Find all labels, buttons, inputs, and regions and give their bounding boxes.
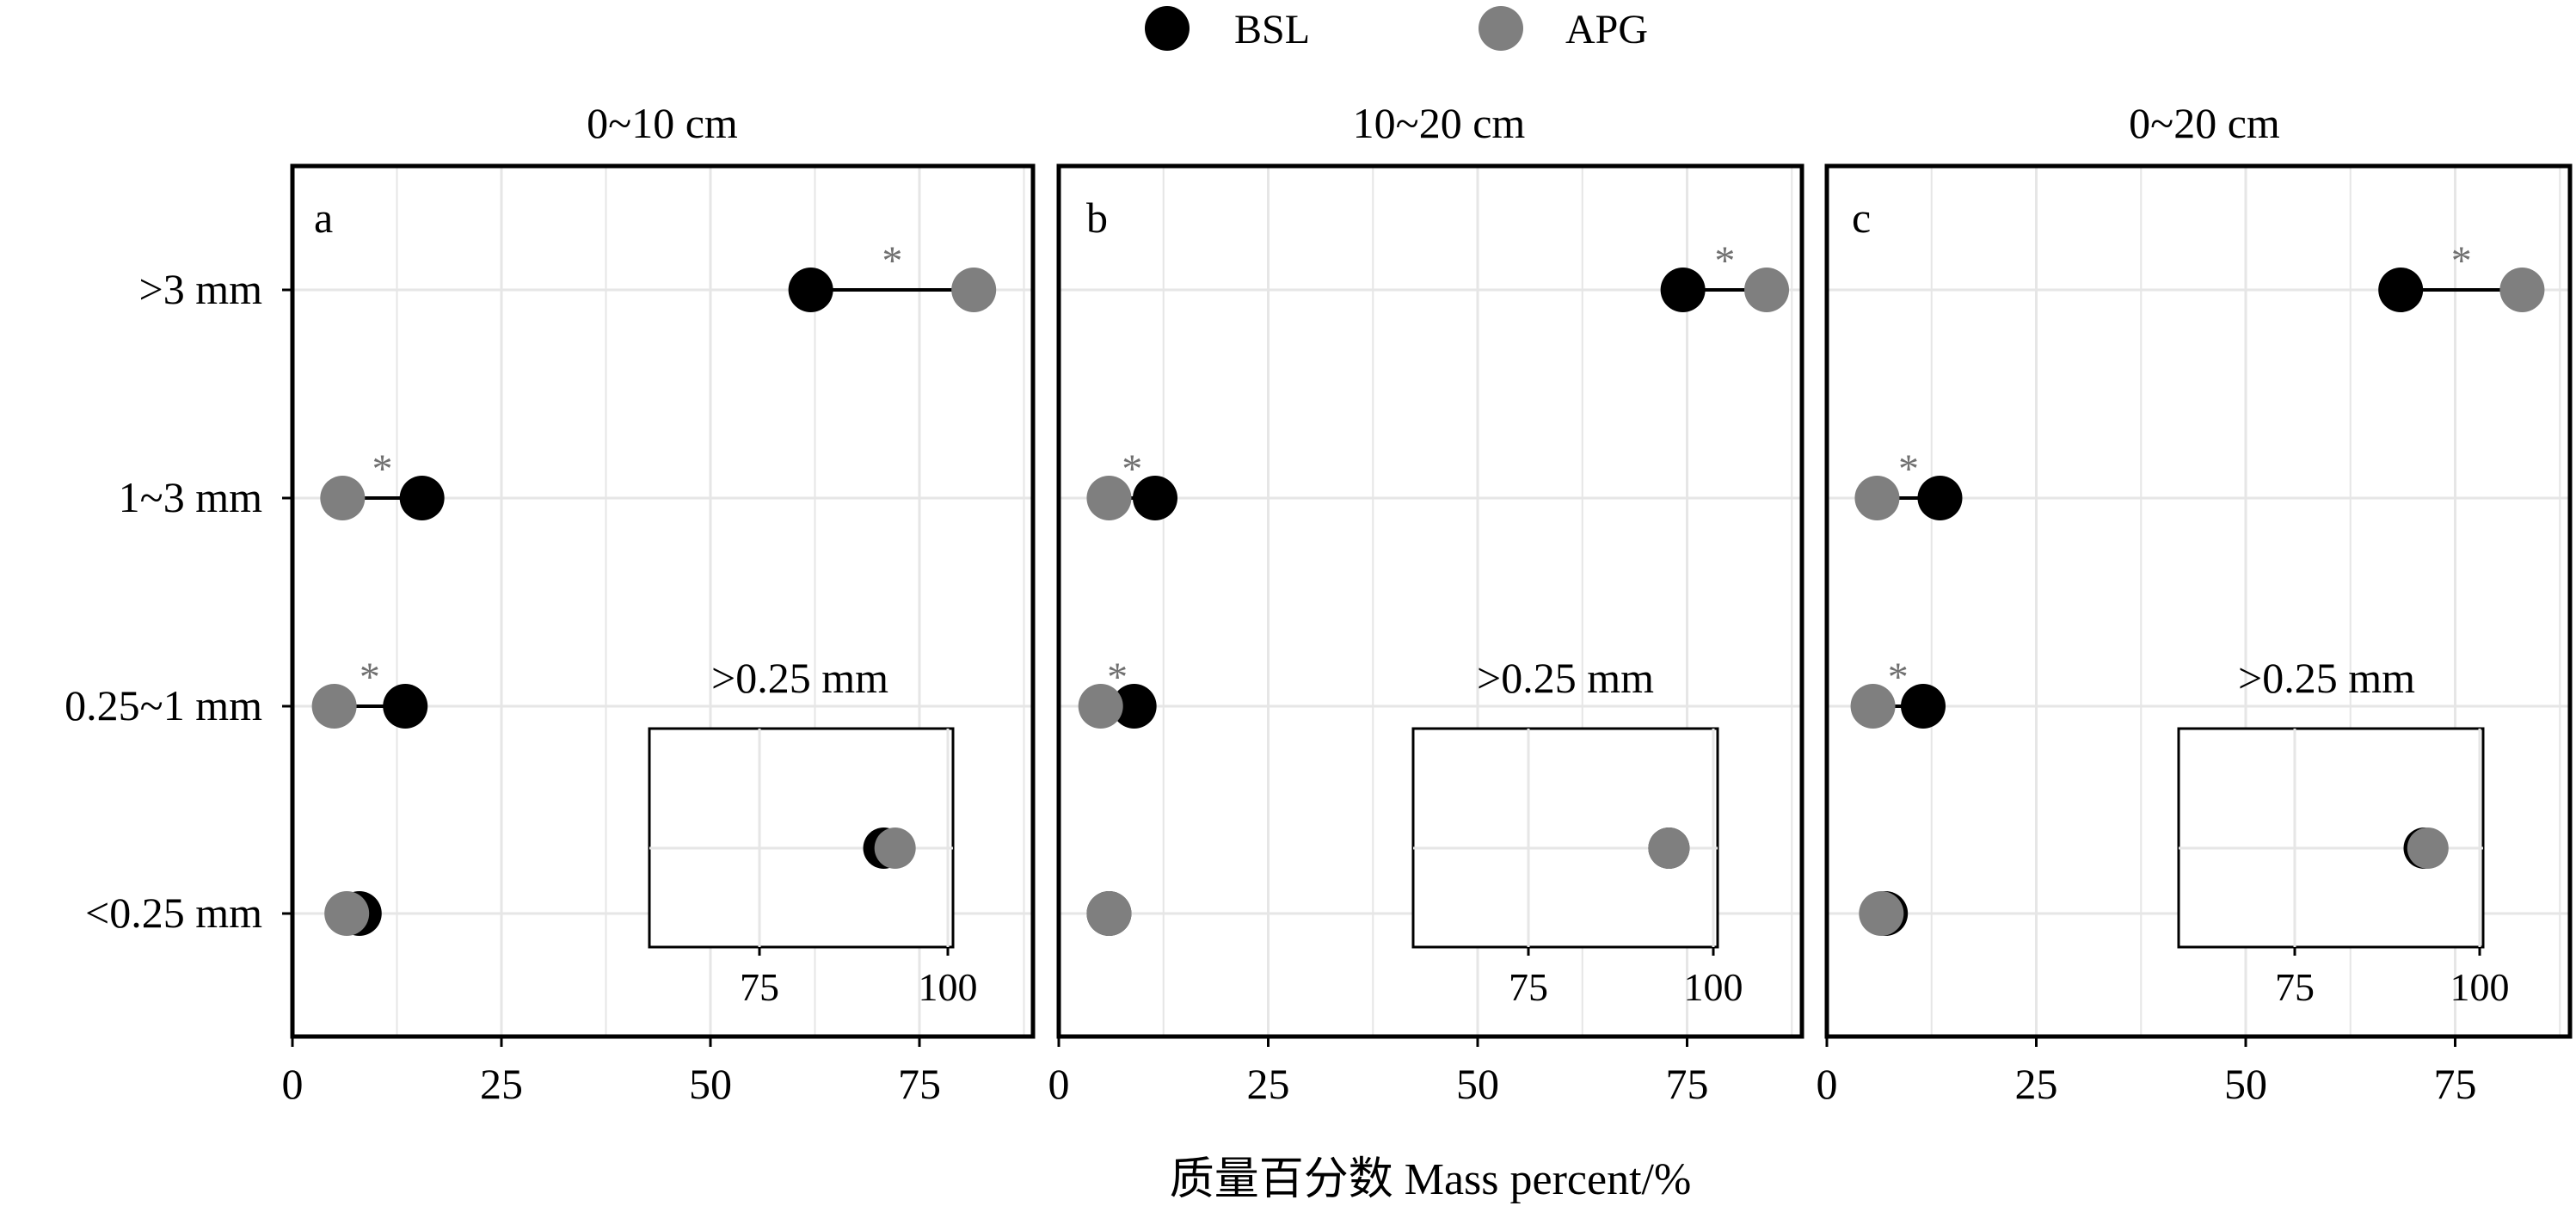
inset-point-apg: [1648, 827, 1690, 869]
significance-marker: *: [1898, 446, 1919, 492]
point-bsl: [383, 684, 428, 729]
x-tick-label: 75: [898, 1060, 941, 1108]
significance-marker: *: [1714, 238, 1735, 284]
significance-marker: *: [372, 446, 392, 492]
inset-title: >0.25 mm: [1477, 654, 1654, 702]
point-apg: [1744, 268, 1790, 312]
x-tick-label: 0: [1048, 1060, 1070, 1108]
point-bsl: [1901, 684, 1946, 729]
x-tick-label: 50: [689, 1060, 732, 1108]
significance-marker: *: [1888, 655, 1909, 700]
point-apg: [1086, 476, 1132, 520]
legend-marker-bsl: [1145, 6, 1190, 51]
panel-a: 0~10 cm * * * >0.25 mm 75 100 a 0 25 50 75: [282, 99, 1036, 1108]
panel-c: 0~20 cm * * * >0.25 mm 75 100 c 0 25 50 75: [1817, 99, 2573, 1108]
legend-label-apg: APG: [1565, 7, 1648, 52]
point-bsl: [1133, 476, 1178, 520]
x-tick-label: 25: [1247, 1060, 1290, 1108]
y-tick-label: >3 mm: [139, 265, 263, 313]
inset-x-tick-label: 100: [919, 965, 978, 1009]
point-apg: [1854, 476, 1900, 520]
legend-marker-apg: [1479, 6, 1523, 51]
inset-title: >0.25 mm: [2238, 654, 2415, 702]
inset-x-tick-label: 75: [2275, 965, 2315, 1009]
inset-point-apg: [874, 827, 916, 869]
x-tick-label: 0: [1817, 1060, 1838, 1108]
point-bsl: [1111, 684, 1157, 729]
panel-title: 0~10 cm: [587, 99, 738, 147]
inset-x-tick-label: 75: [740, 965, 779, 1009]
point-bsl: [788, 268, 833, 312]
significance-marker: *: [2451, 238, 2472, 284]
point-apg: [1859, 891, 1904, 936]
panel-label: a: [314, 194, 333, 242]
inset-x-tick-label: 75: [1509, 965, 1548, 1009]
significance-marker: *: [360, 655, 380, 700]
panel-label: b: [1086, 194, 1108, 242]
point-apg: [320, 476, 366, 520]
point-apg: [1078, 684, 1123, 729]
inset-x-tick-label: 100: [2450, 965, 2510, 1009]
panel-title: 10~20 cm: [1353, 99, 1526, 147]
panel-label: c: [1852, 194, 1871, 242]
x-tick-label: 50: [1456, 1060, 1499, 1108]
y-tick-label: <0.25 mm: [85, 889, 262, 937]
x-axis-title: 质量百分数 Mass percent/%: [1170, 1155, 1692, 1204]
y-axis-labels: >3 mm 1~3 mm 0.25~1 mm <0.25 mm: [65, 265, 262, 937]
x-tick-label: 25: [2015, 1060, 2058, 1108]
point-bsl: [399, 476, 445, 520]
point-apg: [311, 684, 357, 729]
panel-frame: [290, 163, 1036, 1039]
x-tick-label: 75: [1666, 1060, 1709, 1108]
panel-frame: [1056, 163, 1804, 1039]
panel-frame: [1824, 163, 2573, 1039]
point-bsl: [1917, 476, 1963, 520]
y-tick-label: 0.25~1 mm: [65, 681, 262, 729]
point-apg: [1850, 684, 1896, 729]
point-bsl: [2378, 268, 2424, 312]
x-tick-label: 0: [282, 1060, 304, 1108]
panel-title: 0~20 cm: [2129, 99, 2280, 147]
significance-marker: *: [882, 238, 902, 284]
inset-title: >0.25 mm: [711, 654, 888, 702]
point-apg: [951, 268, 997, 312]
legend: BSL APG: [1145, 6, 1648, 52]
y-tick-label: 1~3 mm: [119, 473, 262, 521]
x-tick-label: 25: [480, 1060, 523, 1108]
legend-label-bsl: BSL: [1234, 7, 1310, 52]
x-tick-label: 75: [2434, 1060, 2477, 1108]
point-bsl: [1660, 268, 1706, 312]
inset-x-tick-label: 100: [1684, 965, 1743, 1009]
inset-point-apg: [2407, 827, 2449, 869]
point-apg: [1086, 891, 1132, 936]
x-tick-label: 50: [2224, 1060, 2267, 1108]
point-apg: [324, 891, 370, 936]
point-apg: [2499, 268, 2545, 312]
